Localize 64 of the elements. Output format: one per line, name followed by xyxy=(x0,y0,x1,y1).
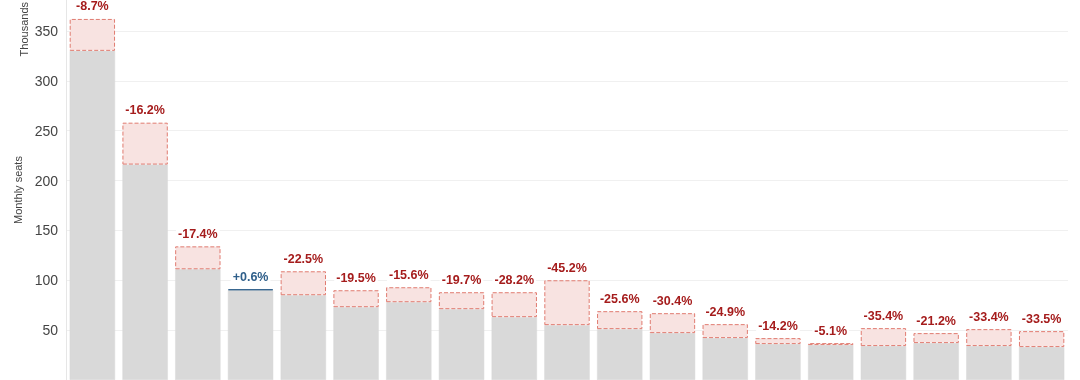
bar xyxy=(175,246,221,270)
bar xyxy=(544,280,590,326)
y-tick-label: 150 xyxy=(34,222,59,239)
bar xyxy=(333,290,379,308)
bar xyxy=(755,344,801,380)
annotation: -14.2% xyxy=(758,318,798,333)
annotation: -35.4% xyxy=(863,308,904,323)
annotation: -16.2% xyxy=(125,103,165,118)
bar xyxy=(175,269,221,380)
annotation: -5.1% xyxy=(814,323,848,338)
y-tick-label: 200 xyxy=(34,172,59,189)
bar xyxy=(386,287,432,303)
bar xyxy=(649,333,696,380)
annotation: -17.4% xyxy=(178,226,218,241)
y-axis-title: Monthly seats xyxy=(12,155,25,224)
bar xyxy=(649,313,696,334)
bar xyxy=(966,329,1012,347)
bar xyxy=(808,345,854,380)
bar xyxy=(913,333,959,344)
annotation: -28.2% xyxy=(494,272,535,287)
bar xyxy=(860,346,907,380)
bar xyxy=(860,328,907,347)
annotation: -19.5% xyxy=(336,270,376,285)
bar xyxy=(544,325,590,380)
bar xyxy=(966,346,1012,380)
annotation: -19.7% xyxy=(441,272,482,287)
bar xyxy=(1018,347,1065,380)
bar xyxy=(702,324,748,339)
bar xyxy=(227,290,274,380)
bar xyxy=(913,343,959,380)
bar xyxy=(122,164,168,380)
bar xyxy=(491,292,537,318)
annotation: -21.2% xyxy=(916,313,956,328)
annotation: -24.9% xyxy=(705,304,746,319)
bar xyxy=(280,295,326,380)
y-tick-label: 50 xyxy=(42,322,59,339)
y-tick-label: 300 xyxy=(34,72,59,89)
bar xyxy=(702,338,748,380)
text: Thousands xyxy=(17,1,30,57)
annotation: +0.6% xyxy=(232,269,269,284)
bar xyxy=(280,271,326,296)
y-tick-label: 250 xyxy=(34,122,59,139)
annotation: -33.5% xyxy=(1021,311,1062,326)
bar xyxy=(69,50,116,380)
annotation: -8.7% xyxy=(76,0,109,14)
annotation: -33.4% xyxy=(969,309,1009,324)
bar xyxy=(755,338,801,345)
bar xyxy=(597,311,643,330)
bar xyxy=(438,309,485,380)
bar xyxy=(69,18,116,51)
bar xyxy=(386,302,432,380)
bar xyxy=(597,329,643,380)
bar xyxy=(491,317,537,380)
annotation: -22.5% xyxy=(283,251,324,266)
bar xyxy=(333,307,379,380)
bar xyxy=(1018,331,1065,348)
bar xyxy=(438,292,485,310)
annotation: -45.2% xyxy=(547,260,587,275)
annotation: -30.4% xyxy=(652,293,693,308)
y-tick-label: 100 xyxy=(34,272,59,289)
bar xyxy=(122,122,168,165)
annotation: -15.6% xyxy=(388,267,429,282)
y-tick-label: 350 xyxy=(34,22,59,39)
annotation: -25.6% xyxy=(599,291,640,306)
